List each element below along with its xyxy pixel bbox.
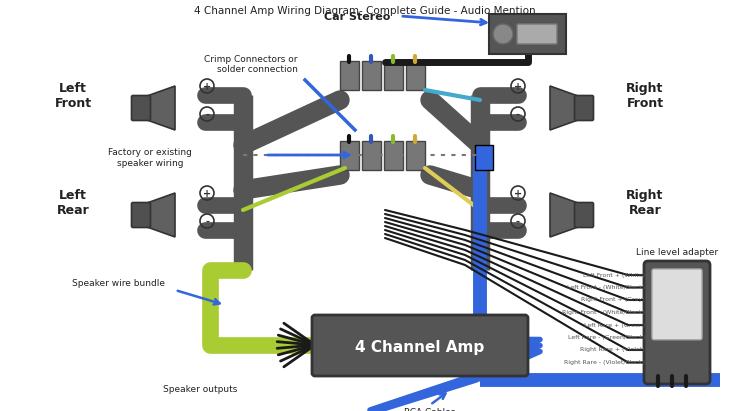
FancyBboxPatch shape: [475, 145, 493, 170]
Text: Line level adapter: Line level adapter: [636, 248, 718, 257]
Text: -: -: [205, 217, 209, 226]
FancyBboxPatch shape: [575, 95, 593, 120]
Text: -: -: [205, 109, 209, 120]
Polygon shape: [550, 86, 578, 130]
Text: Factory or existing
speaker wiring: Factory or existing speaker wiring: [108, 148, 192, 168]
FancyBboxPatch shape: [339, 141, 358, 171]
FancyBboxPatch shape: [383, 62, 402, 90]
Text: 4 Channel Amp: 4 Channel Amp: [356, 340, 485, 355]
Text: RCA Cables: RCA Cables: [404, 408, 456, 411]
Text: Left Front + (White): Left Front + (White): [583, 272, 645, 277]
Text: Car Stereo: Car Stereo: [323, 12, 390, 22]
Text: Right Rare + (Violet): Right Rare + (Violet): [580, 347, 645, 353]
FancyBboxPatch shape: [652, 269, 702, 340]
FancyBboxPatch shape: [405, 141, 425, 171]
FancyBboxPatch shape: [131, 95, 150, 120]
FancyBboxPatch shape: [312, 315, 528, 376]
Text: Right
Rear: Right Rear: [626, 189, 664, 217]
FancyBboxPatch shape: [361, 141, 380, 171]
Circle shape: [493, 24, 513, 44]
FancyBboxPatch shape: [361, 62, 380, 90]
Text: +: +: [203, 81, 211, 92]
FancyBboxPatch shape: [489, 14, 566, 54]
FancyBboxPatch shape: [405, 62, 425, 90]
Text: Right Front + (Gray): Right Front + (Gray): [581, 298, 645, 302]
Text: Left
Front: Left Front: [55, 82, 91, 110]
FancyBboxPatch shape: [575, 203, 593, 228]
Text: Crimp Connectors or
solder connection: Crimp Connectors or solder connection: [204, 55, 298, 74]
Text: -: -: [516, 109, 520, 120]
Polygon shape: [147, 193, 175, 237]
Text: Speaker wire bundle: Speaker wire bundle: [72, 279, 164, 288]
Text: Left Rare + (Green): Left Rare + (Green): [584, 323, 645, 328]
Text: +: +: [514, 81, 522, 92]
Text: +: +: [514, 189, 522, 199]
FancyBboxPatch shape: [383, 141, 402, 171]
FancyBboxPatch shape: [644, 261, 710, 384]
Polygon shape: [147, 86, 175, 130]
FancyBboxPatch shape: [339, 62, 358, 90]
FancyBboxPatch shape: [131, 203, 150, 228]
Text: Left Front - (White/Black): Left Front - (White/Black): [566, 285, 645, 290]
Text: Right Rare - (Violet/Black): Right Rare - (Violet/Black): [564, 360, 645, 365]
Polygon shape: [550, 193, 578, 237]
Text: Left
Rear: Left Rear: [57, 189, 89, 217]
Text: 4 Channel Amp Wiring Diagram- Complete Guide - Audio Mention: 4 Channel Amp Wiring Diagram- Complete G…: [194, 6, 536, 16]
Text: Speaker outputs: Speaker outputs: [163, 386, 237, 395]
Text: +: +: [203, 189, 211, 199]
Text: -: -: [516, 217, 520, 226]
Text: Right Front - (White/Black): Right Front - (White/Black): [562, 310, 645, 315]
FancyBboxPatch shape: [517, 24, 557, 44]
Text: Left Rare - (Green/Black): Left Rare - (Green/Black): [567, 335, 645, 340]
Text: Right
Front: Right Front: [626, 82, 664, 110]
